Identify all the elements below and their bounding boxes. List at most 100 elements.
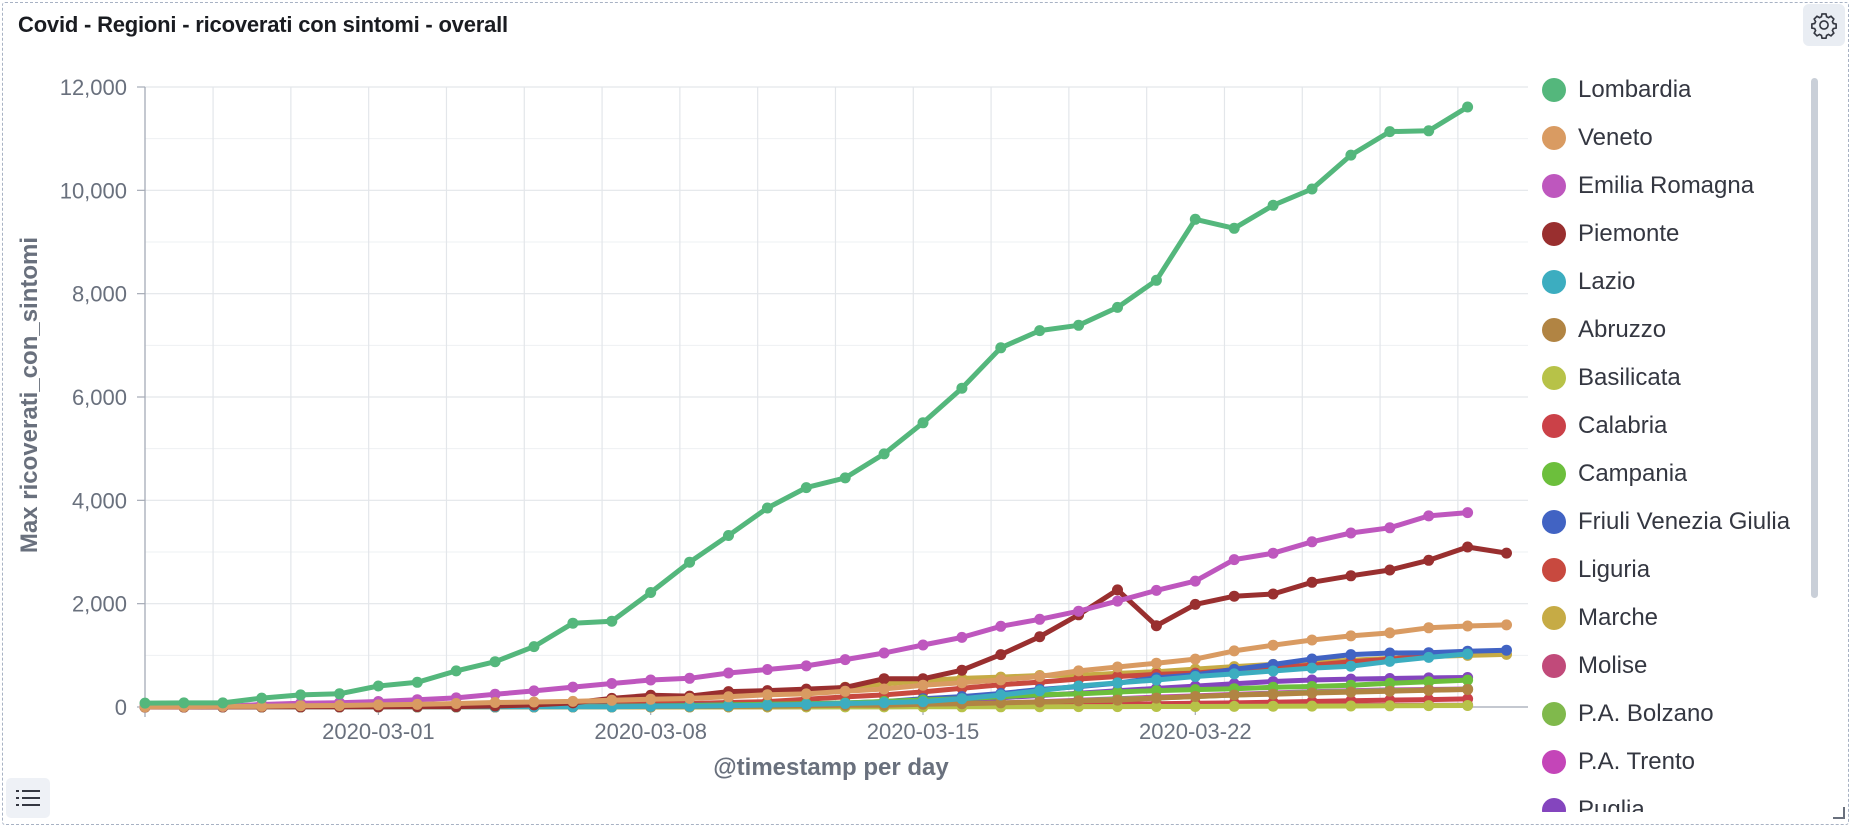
panel-options-button[interactable] [1803, 4, 1845, 46]
data-point[interactable] [1306, 687, 1318, 699]
data-point[interactable] [1306, 576, 1318, 588]
data-point[interactable] [1073, 695, 1085, 707]
data-point[interactable] [684, 700, 696, 712]
data-point[interactable] [1267, 665, 1279, 677]
data-point[interactable] [956, 382, 968, 394]
data-point[interactable] [1228, 590, 1240, 602]
legend-item[interactable]: Lombardia [1540, 70, 1691, 110]
data-point[interactable] [1423, 676, 1435, 688]
data-point[interactable] [1423, 125, 1435, 137]
data-point[interactable] [295, 689, 307, 701]
data-point[interactable] [1150, 657, 1162, 669]
data-point[interactable] [217, 697, 229, 709]
data-point[interactable] [1306, 653, 1318, 665]
data-point[interactable] [489, 697, 501, 708]
data-point[interactable] [1150, 692, 1162, 704]
legend-item[interactable]: Abruzzo [1540, 310, 1666, 350]
data-point[interactable] [723, 700, 734, 712]
data-point[interactable] [1228, 222, 1240, 234]
data-point[interactable] [1267, 700, 1279, 712]
legend-item[interactable]: Molise [1540, 646, 1647, 686]
data-point[interactable] [450, 665, 462, 677]
data-point[interactable] [878, 448, 890, 460]
data-point[interactable] [450, 698, 462, 709]
data-point[interactable] [1189, 575, 1201, 587]
data-point[interactable] [1228, 554, 1240, 566]
legend-item[interactable]: Puglia [1540, 790, 1645, 812]
data-point[interactable] [1112, 301, 1123, 313]
data-point[interactable] [878, 647, 890, 659]
data-point[interactable] [1306, 536, 1318, 548]
data-point[interactable] [839, 698, 851, 709]
data-point[interactable] [334, 700, 345, 711]
data-point[interactable] [761, 689, 773, 701]
data-point[interactable] [1501, 547, 1512, 559]
data-point[interactable] [1034, 696, 1046, 708]
data-point[interactable] [723, 691, 734, 703]
data-point[interactable] [1112, 584, 1123, 596]
data-point[interactable] [645, 674, 657, 686]
data-point[interactable] [1423, 510, 1435, 522]
legend-item[interactable]: Veneto [1540, 118, 1653, 158]
data-point[interactable] [1384, 564, 1396, 576]
data-point[interactable] [528, 696, 540, 708]
data-point[interactable] [1462, 620, 1474, 632]
data-point[interactable] [1034, 613, 1046, 625]
data-point[interactable] [995, 649, 1007, 661]
data-point[interactable] [1189, 691, 1201, 702]
data-point[interactable] [489, 688, 501, 700]
data-point[interactable] [334, 688, 345, 700]
data-point[interactable] [1384, 677, 1396, 689]
data-point[interactable] [1150, 674, 1162, 686]
data-point[interactable] [1112, 595, 1123, 607]
data-point[interactable] [1345, 660, 1357, 672]
legend-item[interactable]: Piemonte [1540, 214, 1679, 254]
data-point[interactable] [411, 676, 423, 688]
data-point[interactable] [295, 700, 307, 712]
data-point[interactable] [528, 685, 540, 697]
data-point[interactable] [839, 472, 851, 484]
data-point[interactable] [567, 695, 579, 707]
data-point[interactable] [1462, 101, 1474, 113]
data-point[interactable] [878, 683, 890, 695]
data-point[interactable] [800, 698, 812, 710]
data-point[interactable] [1384, 627, 1396, 639]
data-point[interactable] [178, 697, 190, 709]
data-point[interactable] [839, 654, 851, 666]
data-point[interactable] [1384, 126, 1396, 138]
data-point[interactable] [606, 678, 618, 689]
data-point[interactable] [1384, 655, 1396, 667]
data-point[interactable] [1073, 605, 1085, 617]
legend-item[interactable]: Basilicata [1540, 358, 1681, 398]
data-point[interactable] [1150, 274, 1162, 286]
data-point[interactable] [1501, 644, 1512, 656]
data-point[interactable] [1423, 622, 1435, 634]
data-point[interactable] [1189, 213, 1201, 225]
data-point[interactable] [1228, 700, 1240, 712]
data-point[interactable] [1384, 647, 1396, 659]
data-point[interactable] [1306, 183, 1318, 195]
data-point[interactable] [995, 689, 1007, 701]
data-point[interactable] [1034, 685, 1046, 697]
data-point[interactable] [489, 656, 501, 668]
legend-toggle-button[interactable] [6, 778, 50, 818]
data-point[interactable] [1462, 674, 1474, 686]
data-point[interactable] [684, 556, 696, 568]
data-point[interactable] [1345, 527, 1357, 539]
data-point[interactable] [1345, 630, 1357, 642]
data-point[interactable] [1267, 547, 1279, 559]
resize-handle[interactable] [1833, 807, 1845, 819]
data-point[interactable] [995, 697, 1007, 709]
legend-item[interactable]: Emilia Romagna [1540, 166, 1754, 206]
data-point[interactable] [839, 685, 851, 697]
data-point[interactable] [606, 615, 618, 627]
data-point[interactable] [917, 417, 929, 429]
legend-item[interactable]: Lazio [1540, 262, 1635, 302]
data-point[interactable] [800, 688, 812, 700]
data-point[interactable] [1034, 631, 1046, 643]
data-point[interactable] [1228, 668, 1240, 680]
data-point[interactable] [995, 342, 1007, 354]
data-point[interactable] [995, 674, 1007, 686]
data-point[interactable] [800, 660, 812, 672]
data-point[interactable] [995, 620, 1007, 632]
